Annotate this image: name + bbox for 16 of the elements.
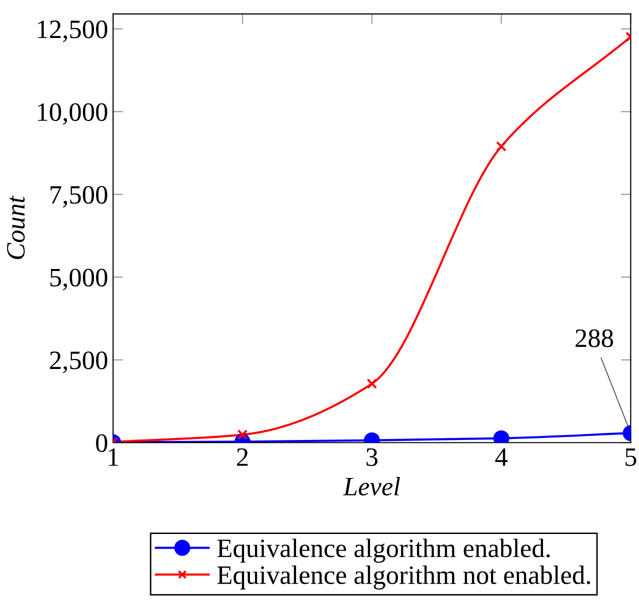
y-tick-label: 7,500	[50, 186, 108, 208]
y-tick-label: 2,500	[50, 351, 108, 374]
x-tick-label: 3	[366, 448, 378, 466]
x-axis-title: Level	[343, 476, 400, 496]
x-tick-label: 2	[237, 448, 248, 466]
x-tick-label: 1	[108, 448, 118, 466]
legend-label: Equivalence algorithm not enabled.	[217, 566, 590, 590]
y-tick-label: 10,000	[38, 103, 108, 125]
y-tick-label: 5,000	[50, 268, 108, 290]
annotation: 288	[576, 329, 614, 348]
x-tick-label: 4	[495, 448, 508, 466]
y-tick-label: 12,500	[38, 20, 108, 42]
y-axis-title: Count	[7, 196, 25, 260]
x-tick-label: 5	[626, 448, 636, 466]
legend-label: Equivalence algorithm enabled.	[217, 538, 550, 563]
y-tick-label: 0	[96, 434, 108, 452]
